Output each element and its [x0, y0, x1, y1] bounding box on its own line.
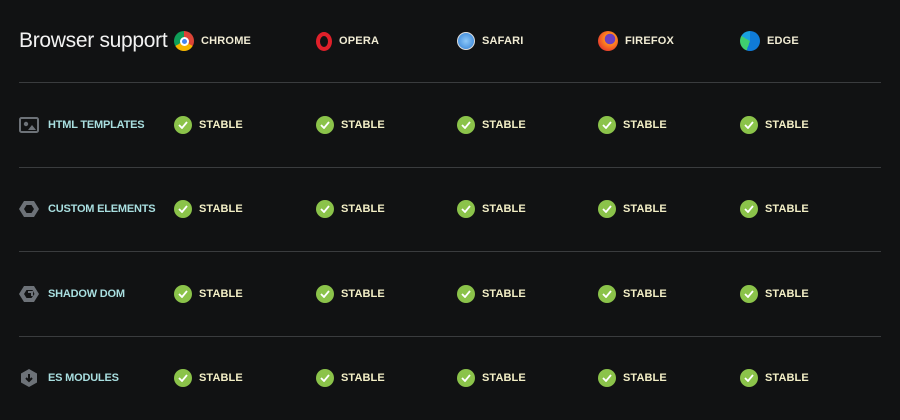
status-cell: STABLE: [457, 114, 526, 136]
browser-header-safari: SAFARI: [457, 30, 524, 52]
status-cell: STABLE: [174, 198, 243, 220]
check-circle-icon: [740, 200, 758, 218]
check-circle-icon: [457, 116, 475, 134]
status-cell: STABLE: [598, 367, 667, 389]
status-label: STABLE: [623, 372, 667, 384]
browser-name: EDGE: [767, 35, 799, 47]
check-circle-icon: [740, 116, 758, 134]
check-circle-icon: [174, 285, 192, 303]
safari-icon: [457, 32, 475, 50]
image-icon: [19, 117, 39, 133]
status-label: STABLE: [623, 119, 667, 131]
status-cell: STABLE: [598, 114, 667, 136]
status-label: STABLE: [482, 119, 526, 131]
status-label: STABLE: [765, 372, 809, 384]
status-label: STABLE: [623, 288, 667, 300]
firefox-icon: [598, 31, 618, 51]
status-label: STABLE: [765, 203, 809, 215]
status-label: STABLE: [341, 288, 385, 300]
check-circle-icon: [740, 369, 758, 387]
status-cell: STABLE: [740, 367, 809, 389]
feature-name: CUSTOM ELEMENTS: [48, 203, 156, 215]
status-cell: STABLE: [174, 283, 243, 305]
status-cell: STABLE: [457, 283, 526, 305]
feature-name: ES MODULES: [48, 372, 119, 384]
status-label: STABLE: [482, 203, 526, 215]
check-circle-icon: [316, 285, 334, 303]
check-circle-icon: [598, 116, 616, 134]
check-circle-icon: [174, 200, 192, 218]
status-cell: STABLE: [316, 198, 385, 220]
browser-header-edge: EDGE: [740, 30, 799, 52]
page-title: Browser support: [19, 29, 168, 52]
browser-name: OPERA: [339, 35, 380, 47]
status-label: STABLE: [341, 119, 385, 131]
status-cell: STABLE: [740, 198, 809, 220]
divider: [19, 167, 881, 168]
status-label: STABLE: [623, 203, 667, 215]
status-cell: STABLE: [174, 114, 243, 136]
feature-name: HTML TEMPLATES: [48, 119, 145, 131]
check-circle-icon: [316, 369, 334, 387]
check-circle-icon: [457, 369, 475, 387]
feature-name: SHADOW DOM: [48, 288, 125, 300]
status-cell: STABLE: [457, 198, 526, 220]
opera-icon: [316, 31, 332, 51]
feature-label: ES MODULES: [19, 367, 119, 389]
check-circle-icon: [174, 369, 192, 387]
browser-header-chrome: CHROME: [174, 30, 251, 52]
check-circle-icon: [598, 200, 616, 218]
check-circle-icon: [457, 285, 475, 303]
feature-label: CUSTOM ELEMENTS: [19, 198, 156, 220]
status-label: STABLE: [341, 203, 385, 215]
check-circle-icon: [174, 116, 192, 134]
status-label: STABLE: [199, 288, 243, 300]
status-cell: STABLE: [740, 283, 809, 305]
status-cell: STABLE: [457, 367, 526, 389]
status-label: STABLE: [482, 288, 526, 300]
chrome-icon: [174, 31, 194, 51]
check-circle-icon: [598, 369, 616, 387]
feature-label: HTML TEMPLATES: [19, 114, 145, 136]
check-circle-icon: [316, 200, 334, 218]
status-cell: STABLE: [598, 283, 667, 305]
browser-name: FIREFOX: [625, 35, 675, 47]
browser-name: SAFARI: [482, 35, 524, 47]
status-label: STABLE: [482, 372, 526, 384]
divider: [19, 251, 881, 252]
check-circle-icon: [316, 116, 334, 134]
status-label: STABLE: [199, 372, 243, 384]
status-cell: STABLE: [598, 198, 667, 220]
browser-header-firefox: FIREFOX: [598, 30, 674, 52]
divider: [19, 336, 881, 337]
module-icon: [19, 368, 39, 388]
status-cell: STABLE: [740, 114, 809, 136]
browser-name: CHROME: [201, 35, 252, 47]
check-circle-icon: [457, 200, 475, 218]
status-label: STABLE: [199, 119, 243, 131]
status-cell: STABLE: [316, 114, 385, 136]
browser-header-opera: OPERA: [316, 30, 379, 52]
hexagon-icon: [19, 199, 39, 219]
shadow-dom-icon: [19, 284, 39, 304]
check-circle-icon: [740, 285, 758, 303]
status-label: STABLE: [199, 203, 243, 215]
edge-icon: [740, 31, 760, 51]
status-label: STABLE: [765, 119, 809, 131]
status-cell: STABLE: [316, 283, 385, 305]
feature-label: SHADOW DOM: [19, 283, 125, 305]
check-circle-icon: [598, 285, 616, 303]
divider: [19, 82, 881, 83]
status-cell: STABLE: [316, 367, 385, 389]
status-cell: STABLE: [174, 367, 243, 389]
status-label: STABLE: [341, 372, 385, 384]
status-label: STABLE: [765, 288, 809, 300]
